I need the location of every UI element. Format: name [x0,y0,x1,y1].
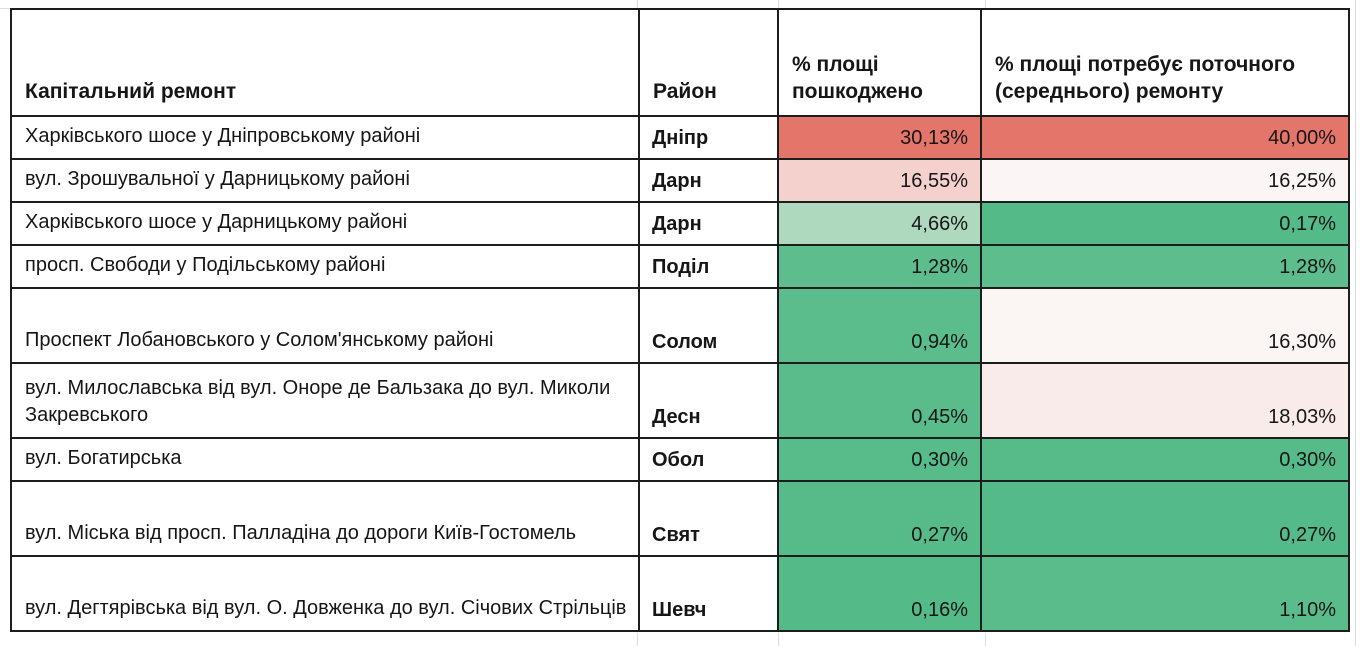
header-current[interactable]: % площі потребує поточного (середнього) … [980,8,1350,117]
gridline [778,633,779,646]
current-percent-cell[interactable]: 0,27% [980,480,1350,557]
district-cell[interactable]: Обол [638,437,779,482]
street-cell[interactable]: просп. Свободи у Подільському районі [10,244,640,289]
header-damaged[interactable]: % площі пошкоджено [777,8,982,117]
damaged-percent-cell[interactable]: 30,13% [777,115,982,160]
district-cell[interactable]: Поділ [638,244,779,289]
table-row: вул. Милославська від вул. Оноре де Баль… [10,362,1350,439]
district-cell[interactable]: Солом [638,287,779,364]
current-percent-cell[interactable]: 16,30% [980,287,1350,364]
table-row: Харківського шосе у Дарницькому районі Д… [10,201,1350,246]
table-row: Харківського шосе у Дніпровському районі… [10,115,1350,160]
district-cell[interactable]: Свят [638,480,779,557]
current-percent-cell[interactable]: 1,10% [980,555,1350,632]
current-percent-cell[interactable]: 40,00% [980,115,1350,160]
table-row: вул. Богатирська Обол 0,30% 0,30% [10,437,1350,482]
table-row: вул. Зрошувальної у Дарницькому районі Д… [10,158,1350,203]
district-cell[interactable]: Дніпр [638,115,779,160]
damaged-percent-cell[interactable]: 0,30% [777,437,982,482]
district-cell[interactable]: Десн [638,362,779,439]
gridline [778,0,779,8]
damaged-percent-cell[interactable]: 1,28% [777,244,982,289]
gridline [1355,0,1356,646]
gridline [637,0,638,8]
damaged-percent-cell[interactable]: 0,45% [777,362,982,439]
street-cell[interactable]: вул. Богатирська [10,437,640,482]
table-row: Проспект Лобановського у Солом'янському … [10,287,1350,364]
header-row: Капітальний ремонт Район % площі пошкодж… [10,8,1350,117]
current-percent-cell[interactable]: 1,28% [980,244,1350,289]
street-cell[interactable]: вул. Милославська від вул. Оноре де Баль… [10,362,640,439]
header-district[interactable]: Район [638,8,779,117]
table-row: вул. Міська від просп. Палладіна до доро… [10,480,1350,557]
damaged-percent-cell[interactable]: 0,16% [777,555,982,632]
repairs-table: Капітальний ремонт Район % площі пошкодж… [10,8,1350,632]
street-cell[interactable]: Харківського шосе у Дніпровському районі [10,115,640,160]
current-percent-cell[interactable]: 18,03% [980,362,1350,439]
damaged-percent-cell[interactable]: 16,55% [777,158,982,203]
damaged-percent-cell[interactable]: 4,66% [777,201,982,246]
gridline [985,0,986,8]
street-cell[interactable]: вул. Міська від просп. Палладіна до доро… [10,480,640,557]
damaged-percent-cell[interactable]: 0,27% [777,480,982,557]
district-cell[interactable]: Шевч [638,555,779,632]
current-percent-cell[interactable]: 0,30% [980,437,1350,482]
gridline [637,633,638,646]
street-cell[interactable]: вул. Дегтярівська від вул. О. Довженка д… [10,555,640,632]
gridline [985,633,986,646]
district-cell[interactable]: Дарн [638,158,779,203]
table-row: просп. Свободи у Подільському районі Под… [10,244,1350,289]
street-cell[interactable]: вул. Зрошувальної у Дарницькому районі [10,158,640,203]
table-row: вул. Дегтярівська від вул. О. Довженка д… [10,555,1350,632]
damaged-percent-cell[interactable]: 0,94% [777,287,982,364]
street-cell[interactable]: Харківського шосе у Дарницькому районі [10,201,640,246]
current-percent-cell[interactable]: 0,17% [980,201,1350,246]
current-percent-cell[interactable]: 16,25% [980,158,1350,203]
gridline [0,8,10,9]
street-cell[interactable]: Проспект Лобановського у Солом'янському … [10,287,640,364]
district-cell[interactable]: Дарн [638,201,779,246]
header-repair[interactable]: Капітальний ремонт [10,8,640,117]
